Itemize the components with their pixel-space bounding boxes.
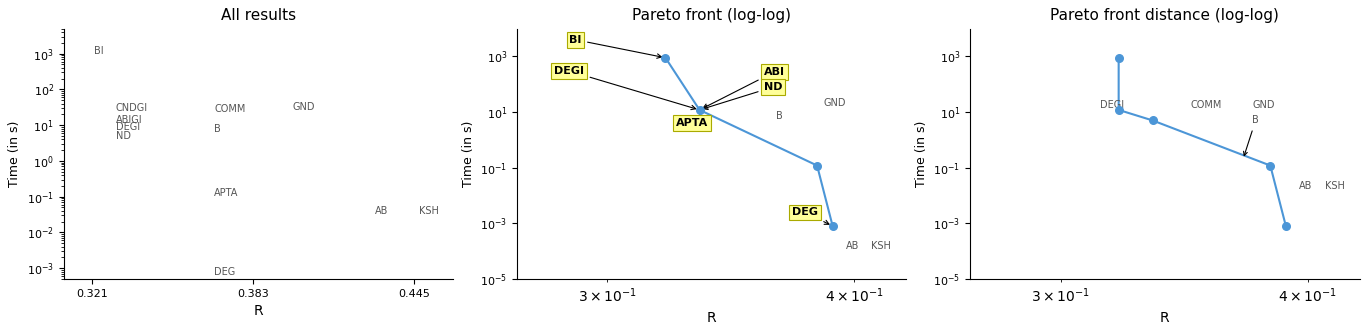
Text: KSH: KSH — [871, 241, 892, 251]
Text: AB: AB — [845, 241, 859, 251]
Point — [1108, 107, 1130, 113]
Y-axis label: Time (in s): Time (in s) — [8, 121, 22, 187]
Text: DEGI: DEGI — [115, 122, 140, 132]
Text: COMM: COMM — [1190, 100, 1222, 110]
Text: AB: AB — [375, 206, 389, 216]
Text: CNDGI: CNDGI — [115, 103, 148, 113]
Point — [1108, 55, 1130, 60]
X-axis label: R: R — [253, 304, 263, 318]
X-axis label: R: R — [707, 311, 717, 325]
Text: AB: AB — [1300, 181, 1312, 191]
Text: ABI: ABI — [703, 67, 785, 108]
Text: B: B — [215, 124, 222, 134]
Text: ND: ND — [703, 82, 782, 110]
Point — [654, 55, 676, 60]
Text: B: B — [1244, 116, 1259, 156]
Text: DEG: DEG — [792, 207, 829, 224]
X-axis label: R: R — [1160, 311, 1170, 325]
Text: KSH: KSH — [420, 206, 439, 216]
Text: BI: BI — [93, 46, 103, 56]
Text: BI: BI — [569, 35, 662, 58]
Text: ND: ND — [115, 131, 130, 141]
Text: DEGI: DEGI — [554, 66, 696, 110]
Title: Pareto front distance (log-log): Pareto front distance (log-log) — [1051, 8, 1279, 23]
Point — [1142, 118, 1164, 123]
Point — [1260, 163, 1282, 168]
Point — [1275, 223, 1297, 229]
Y-axis label: Time (in s): Time (in s) — [461, 121, 475, 187]
Text: GND: GND — [824, 98, 847, 108]
Text: B: B — [776, 112, 782, 122]
Text: COMM: COMM — [215, 104, 246, 114]
Text: GND: GND — [293, 102, 315, 112]
Text: APTA: APTA — [676, 118, 709, 128]
Title: Pareto front (log-log): Pareto front (log-log) — [632, 8, 791, 23]
Text: KSH: KSH — [1324, 181, 1345, 191]
Title: All results: All results — [220, 8, 295, 23]
Text: DEG: DEG — [215, 267, 235, 277]
Text: GND: GND — [1252, 100, 1275, 110]
Text: ABIGI: ABIGI — [115, 115, 142, 125]
Point — [822, 223, 844, 229]
Point — [806, 163, 828, 168]
Text: APTA: APTA — [215, 187, 238, 198]
Point — [688, 107, 710, 113]
Text: DEGI: DEGI — [1100, 100, 1124, 110]
Y-axis label: Time (in s): Time (in s) — [915, 121, 928, 187]
